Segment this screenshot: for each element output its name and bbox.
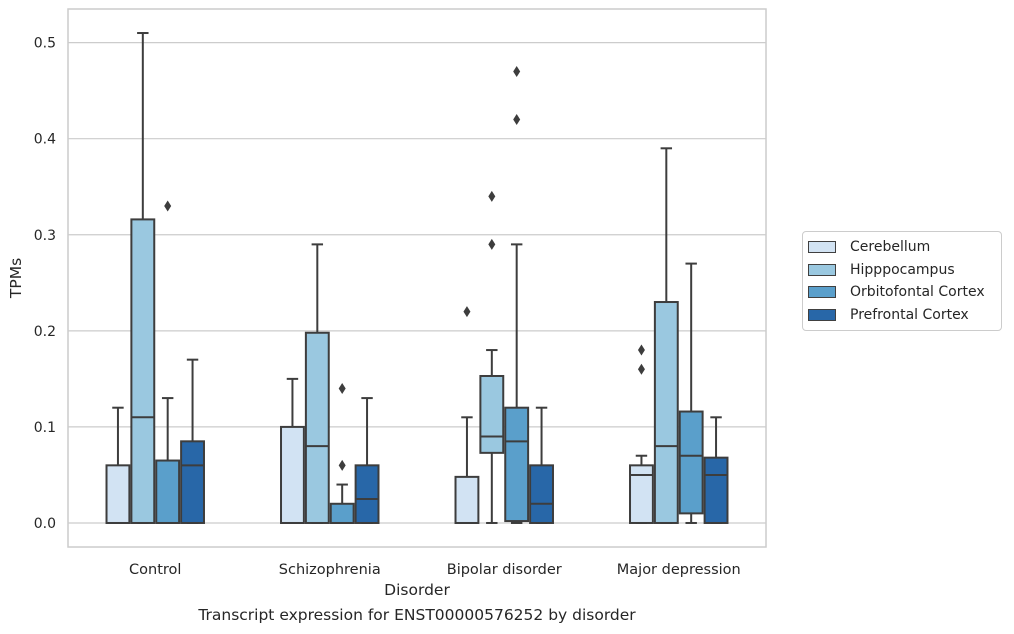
outlier-point-0: [338, 459, 346, 471]
legend-item-prefrontal-cortex: Prefrontal Cortex: [803, 304, 1001, 327]
box-1-1: [304, 243, 330, 524]
box-2-1: [479, 190, 505, 524]
y-tick-label-1: 0.1: [34, 420, 56, 436]
box-0-1: [130, 32, 156, 524]
outlier-point-0: [463, 306, 471, 318]
legend-label-hippocampus: Hipppocampus: [850, 261, 955, 278]
box-0-2: [155, 200, 181, 524]
box-iqr: [653, 301, 679, 524]
x-tick-label-1: Schizophrenia: [279, 562, 381, 578]
box-1-2: [329, 382, 355, 524]
y-axis-label: TPMs: [7, 258, 25, 299]
x-tick-label-0: Control: [129, 562, 181, 578]
box-2-0: [454, 306, 480, 524]
box-iqr: [454, 475, 480, 524]
box-iqr: [155, 459, 181, 524]
box-iqr: [703, 456, 729, 524]
box-iqr: [105, 464, 131, 524]
legend-label-prefrontal-cortex: Prefrontal Cortex: [850, 306, 969, 323]
legend-label-orbitofrontal-cortex: Orbitofontal Cortex: [850, 284, 985, 301]
legend: Cerebellum Hipppocampus Orbitofontal Cor…: [802, 231, 1002, 331]
box-1-3: [354, 397, 380, 524]
box-1-0: [280, 377, 305, 524]
box-iqr: [479, 374, 505, 454]
outlier-point-0: [513, 113, 521, 125]
legend-swatch-orbitofrontal-cortex: [808, 286, 836, 299]
outlier-point-1: [338, 382, 346, 394]
box-iqr: [280, 425, 305, 524]
box-iqr: [629, 464, 654, 524]
x-tick-label-2: Bipolar disorder: [447, 562, 562, 578]
box-iqr: [304, 331, 330, 524]
y-tick-label-0: 0.0: [34, 516, 56, 532]
boxes-layer: [105, 32, 729, 524]
box-iqr: [329, 502, 355, 524]
box-iqr: [529, 464, 554, 524]
box-iqr: [504, 406, 530, 523]
outlier-point-1: [488, 190, 496, 202]
box-3-3: [703, 416, 729, 524]
box-iqr: [354, 464, 380, 524]
x-tick-labels: Control Schizophrenia Bipolar disorder Majo…: [129, 562, 741, 578]
x-tick-label-3: Major depression: [617, 562, 741, 578]
y-tick-label-3: 0.3: [34, 228, 56, 244]
legend-item-cerebellum: Cerebellum: [803, 236, 1001, 259]
y-tick-label-2: 0.2: [34, 324, 56, 340]
legend-swatch-hippocampus: [808, 263, 836, 276]
box-2-2: [504, 65, 530, 524]
box-iqr: [678, 410, 704, 515]
x-axis-label: Disorder: [384, 581, 450, 599]
box-0-3: [180, 358, 205, 524]
y-tick-label-4: 0.4: [34, 132, 56, 148]
legend-swatch-cerebellum: [808, 241, 836, 254]
figure-caption: Transcript expression for ENST0000057625…: [198, 606, 636, 624]
outlier-point-0: [164, 200, 172, 212]
y-tick-label-5: 0.5: [34, 36, 56, 52]
box-0-0: [105, 406, 131, 524]
y-tick-labels: 0.0 0.1 0.2 0.3 0.4 0.5: [34, 36, 56, 532]
plot-frame: [67, 8, 767, 548]
legend-item-hippocampus: Hipppocampus: [803, 259, 1001, 282]
outlier-point-1: [637, 344, 645, 356]
box-3-1: [653, 147, 679, 524]
legend-item-orbitofrontal-cortex: Orbitofontal Cortex: [803, 281, 1001, 304]
outlier-point-1: [513, 65, 521, 77]
legend-label-cerebellum: Cerebellum: [850, 239, 931, 256]
outlier-point-0: [488, 238, 496, 250]
outlier-point-0: [637, 363, 645, 375]
box-3-0: [629, 344, 654, 524]
box-3-2: [678, 262, 704, 524]
box-iqr: [130, 218, 156, 524]
legend-swatch-prefrontal-cortex: [808, 308, 836, 321]
box-2-3: [529, 406, 554, 524]
box-iqr: [180, 440, 205, 524]
